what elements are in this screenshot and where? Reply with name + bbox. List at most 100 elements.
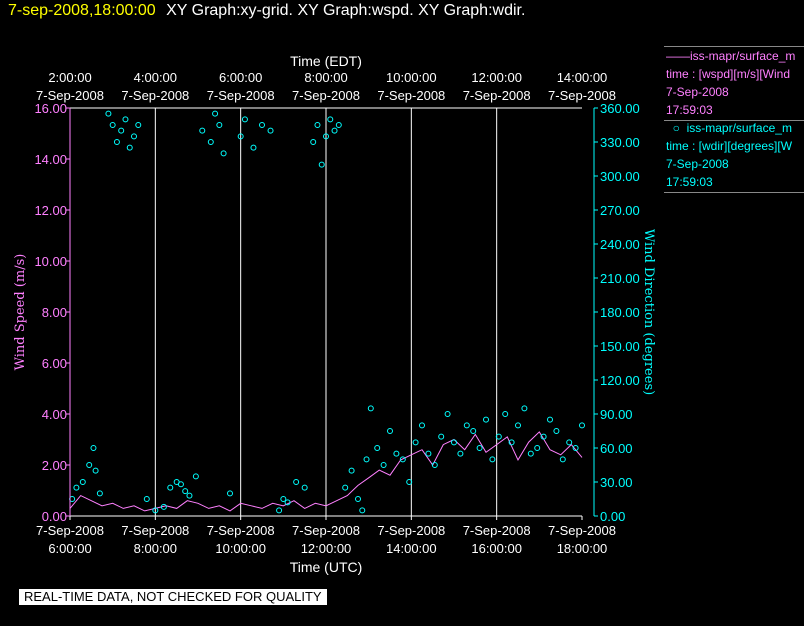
quality-disclaimer: REAL-TIME DATA, NOT CHECKED FOR QUALITY [19, 589, 327, 605]
left-tick-label: 8.00 [42, 305, 67, 320]
wind-direction-point [192, 473, 199, 480]
wind-direction-point [489, 456, 496, 463]
bottom-tick-date: 7-Sep-2008 [292, 523, 360, 538]
wind-direction-point [126, 144, 133, 151]
wind-direction-point [393, 450, 400, 457]
wind-direction-point [143, 496, 150, 502]
wind-direction-point [534, 445, 541, 451]
wind-direction-point [92, 467, 99, 474]
wind-direction-point [521, 405, 528, 412]
legend-wdir-date: 7-Sep-2008 [666, 157, 729, 171]
top-tick-time: 10:00:00 [386, 70, 437, 85]
wind-direction-point [318, 161, 325, 168]
wind-direction-point [113, 139, 120, 145]
wind-direction-point [227, 490, 233, 497]
right-tick-label: 90.00 [600, 407, 633, 422]
wind-direction-point [105, 110, 112, 117]
wind-direction-point [135, 122, 142, 128]
top-tick-date: 7-Sep-2008 [207, 88, 275, 103]
wind-direction-point [348, 467, 355, 474]
wind-direction-point [177, 481, 184, 488]
top-tick-date: 7-Sep-2008 [121, 88, 189, 103]
wind-direction-point [431, 462, 438, 468]
bottom-tick-time: 14:00:00 [386, 541, 437, 556]
wind-direction-point [387, 428, 393, 434]
bottom-axis-title: Time (UTC) [290, 559, 363, 575]
right-tick-label: 330.00 [600, 135, 640, 150]
wind-direction-point [553, 428, 560, 434]
left-tick-label: 12.00 [34, 203, 67, 218]
wind-direction-point [547, 416, 553, 423]
wind-direction-point [327, 116, 334, 123]
wind-direction-point [122, 116, 129, 123]
wind-direction-point [293, 479, 300, 485]
wind-direction-point [212, 110, 219, 117]
wind-direction-point [342, 484, 349, 491]
bottom-tick-date: 7-Sep-2008 [36, 523, 104, 538]
wind-direction-point [131, 133, 137, 140]
wind-direction-point [470, 428, 477, 434]
wind-direction-point [276, 507, 283, 514]
wind-direction-point [167, 484, 174, 491]
legend-wspd-field: time : [wspd][m/s][Wind [666, 67, 791, 81]
wind-direction-point [259, 122, 265, 128]
wind-direction-point [216, 122, 223, 128]
wind-direction-point [323, 133, 329, 140]
wind-direction-point [86, 462, 93, 468]
wind-direction-point [412, 439, 419, 446]
wind-direction-point [314, 122, 321, 128]
legend-wdir-time: 17:59:03 [666, 175, 713, 189]
top-tick-time: 2:00:00 [48, 70, 91, 85]
wind-direction-point [280, 496, 287, 502]
wind-direction-point [96, 490, 103, 497]
top-tick-time: 14:00:00 [557, 70, 608, 85]
bottom-tick-time: 12:00:00 [301, 541, 352, 556]
right-tick-label: 120.00 [600, 373, 640, 388]
bottom-tick-date: 7-Sep-2008 [207, 523, 275, 538]
wind-direction-point [250, 144, 257, 151]
wind-direction-point [363, 456, 370, 463]
legend-wdir-field: time : [wdir][degrees][W [666, 139, 793, 153]
right-tick-label: 360.00 [600, 101, 640, 116]
wind-speed-line [69, 431, 583, 512]
wind-direction-point [508, 439, 515, 446]
top-tick-date: 7-Sep-2008 [548, 88, 616, 103]
top-tick-time: 8:00:00 [304, 70, 347, 85]
legend-wdir-source: ○ iss-mapr/surface_m [666, 121, 792, 135]
wind-direction-point [374, 445, 381, 451]
wind-direction-point [355, 496, 361, 502]
legend-wind-direction: ○ iss-mapr/surface_m time : [wdir][degre… [664, 119, 804, 193]
right-tick-label: 30.00 [600, 475, 633, 490]
top-tick-time: 6:00:00 [219, 70, 262, 85]
legend-wspd-time: 17:59:03 [666, 103, 713, 117]
wind-direction-point [220, 150, 227, 157]
bottom-tick-time: 6:00:00 [48, 541, 91, 556]
bottom-tick-date: 7-Sep-2008 [377, 523, 445, 538]
wind-direction-point [399, 456, 406, 463]
legend-wind-speed: ——iss-mapr/surface_m time : [wspd][m/s][… [664, 46, 804, 121]
wind-direction-point [241, 116, 248, 123]
right-tick-label: 150.00 [600, 339, 640, 354]
wind-direction-point [527, 450, 534, 457]
right-tick-label: 240.00 [600, 237, 640, 252]
top-tick-date: 7-Sep-2008 [292, 88, 360, 103]
wind-direction-point [540, 433, 547, 440]
wind-direction-point [267, 127, 274, 134]
wind-direction-point [515, 422, 521, 429]
wind-direction-point [118, 127, 125, 134]
bottom-tick-date: 7-Sep-2008 [463, 523, 531, 538]
wind-direction-point [301, 484, 308, 491]
wind-direction-point [463, 422, 470, 429]
wind-direction-point [284, 499, 291, 506]
wind-direction-point [444, 411, 451, 417]
wind-direction-point [182, 488, 189, 495]
left-tick-label: 2.00 [42, 458, 67, 473]
legend-wspd-date: 7-Sep-2008 [666, 85, 729, 99]
graph-list: XY Graph:xy-grid. XY Graph:wspd. XY Grap… [166, 2, 526, 19]
wind-direction-point [79, 479, 86, 485]
top-tick-time: 4:00:00 [134, 70, 177, 85]
timestamp: 7-sep-2008,18:00:00 [8, 2, 156, 19]
right-tick-label: 210.00 [600, 271, 640, 286]
top-tick-date: 7-Sep-2008 [463, 88, 531, 103]
